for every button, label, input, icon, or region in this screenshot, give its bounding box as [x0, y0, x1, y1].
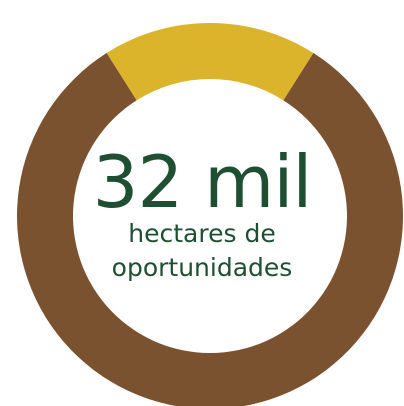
subline-oportunidades: oportunidades: [111, 253, 293, 282]
donut-slice-main: [17, 53, 403, 406]
subline-hectares: hectares de: [128, 219, 276, 248]
headline-value: 32 mil: [92, 140, 313, 224]
donut-slice-highlight: [106, 23, 314, 101]
donut-slices: [17, 23, 403, 406]
